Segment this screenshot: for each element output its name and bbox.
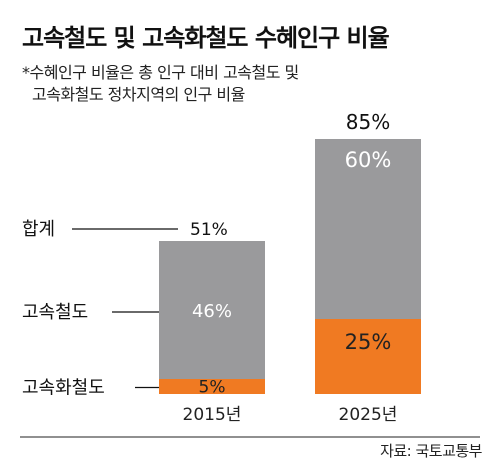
bar-highspeed-2 xyxy=(315,139,421,319)
source-note: 자료: 국토교통부 xyxy=(380,442,482,460)
labels-group: 5% 46% 2015년 25% 60% 85% 2025년 xyxy=(183,110,398,425)
label-highspeed-1: 46% xyxy=(192,301,232,322)
label-total-2: 85% xyxy=(346,110,390,134)
bar-highspeed-1 xyxy=(159,241,265,379)
bar-highspeed-upgrade-2 xyxy=(315,319,421,394)
category-label-1: 2015년 xyxy=(183,405,242,425)
legend-upgrade-label: 고속화철도 xyxy=(22,378,105,399)
label-upgrade-2: 25% xyxy=(345,330,392,354)
legend-highspeed-label: 고속철도 xyxy=(22,302,88,323)
subtitle-line-1: *수혜인구 비율은 총 인구 대비 고속철도 및 xyxy=(22,63,299,82)
category-label-2: 2025년 xyxy=(339,405,398,425)
legend-total-label: 합계 xyxy=(22,219,55,240)
bars-group xyxy=(159,139,421,394)
chart-subtitle: *수혜인구 비율은 총 인구 대비 고속철도 및 고속화철도 정차지역의 인구 … xyxy=(22,62,299,106)
label-highspeed-2: 60% xyxy=(345,148,392,172)
label-upgrade-1: 5% xyxy=(199,378,226,398)
chart-title: 고속철도 및 고속화철도 수혜인구 비율 xyxy=(22,24,390,52)
label-total-1: 51% xyxy=(190,220,228,240)
subtitle-line-2: 고속화철도 정차지역의 인구 비율 xyxy=(32,85,245,104)
bar-highspeed-upgrade-1 xyxy=(159,379,265,394)
